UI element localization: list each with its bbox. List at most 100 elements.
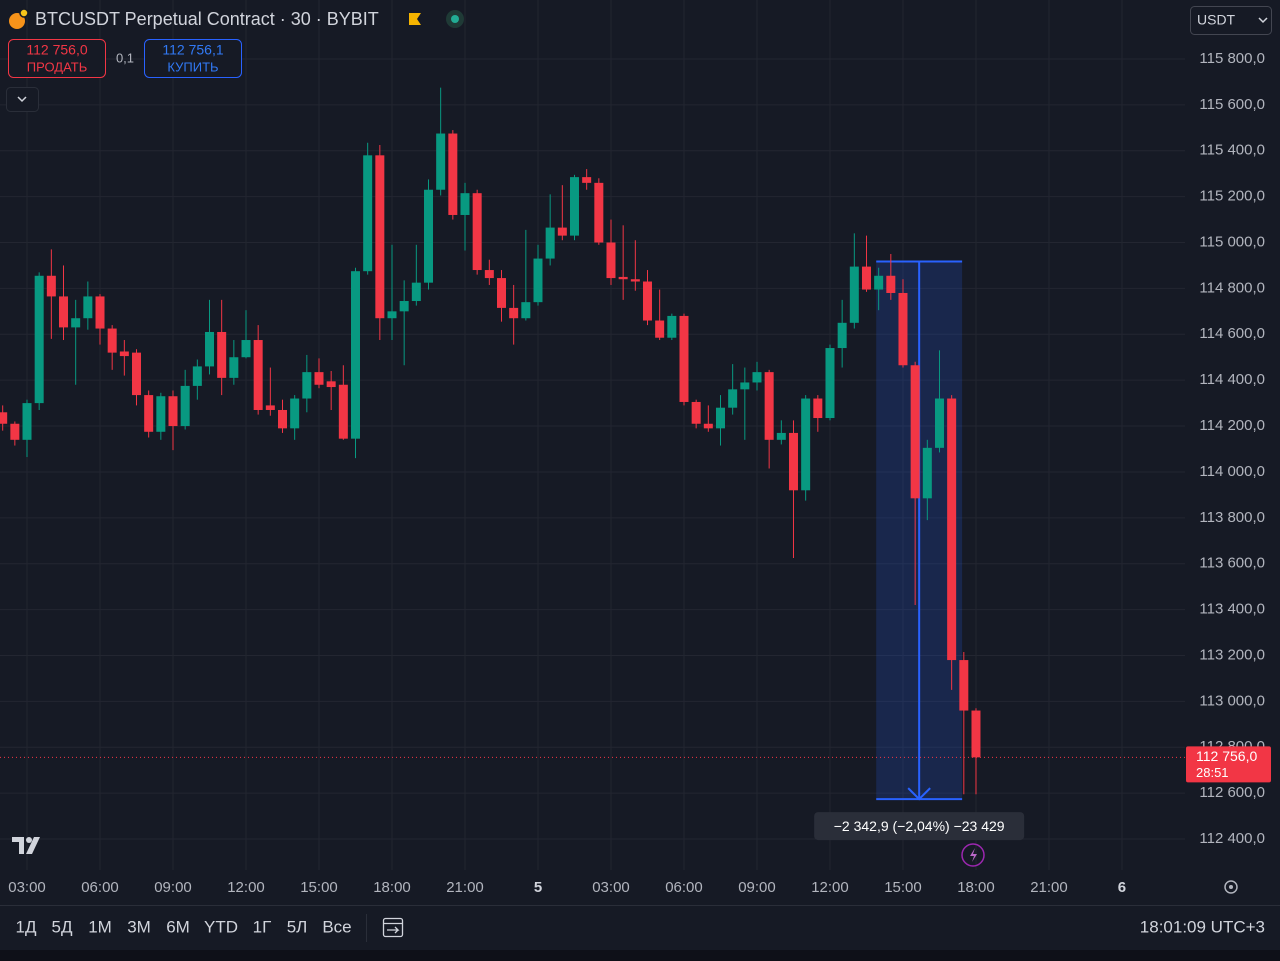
y-tick-label: 113 200,0 <box>1199 646 1265 663</box>
candle-body <box>837 322 847 349</box>
candle-body <box>801 398 811 491</box>
candle-body <box>229 357 239 378</box>
candle-body <box>496 278 506 308</box>
candle-body <box>448 133 458 215</box>
range-button[interactable]: Все <box>322 917 351 936</box>
candle-body <box>265 405 275 410</box>
sell-label: ПРОДАТЬ <box>27 59 88 74</box>
x-tick-label: 09:00 <box>154 879 192 896</box>
flag-icon <box>409 13 421 25</box>
x-tick-label: 06:00 <box>665 879 703 896</box>
x-tick-label: 12:00 <box>227 879 265 896</box>
buy-label: КУПИТЬ <box>167 59 218 74</box>
sell-price: 112 756,0 <box>26 42 87 58</box>
x-tick-label: 03:00 <box>592 879 630 896</box>
candle-body <box>314 372 324 385</box>
candle-body <box>180 385 190 427</box>
candle-body <box>411 282 421 302</box>
range-button[interactable]: 1Д <box>16 917 37 936</box>
y-tick-label: 115 600,0 <box>1199 96 1265 113</box>
measure-label-box <box>814 812 1025 841</box>
measure-arrowhead <box>907 787 931 801</box>
last-price-label: 112 756,0 <box>1196 748 1257 764</box>
quantity: 0,1 <box>116 50 134 65</box>
candle-body <box>10 423 20 440</box>
candle-body <box>119 351 129 357</box>
y-tick-label: 114 800,0 <box>1199 279 1265 296</box>
status-dot <box>451 15 459 23</box>
candle-body <box>740 382 750 390</box>
x-tick-label: 15:00 <box>300 879 338 896</box>
candle-body <box>642 281 652 321</box>
candle-body <box>715 407 725 429</box>
candle-body <box>776 432 786 440</box>
candle-body <box>959 660 969 711</box>
candle-body <box>533 258 543 303</box>
candle-body <box>363 155 373 272</box>
y-tick-label: 113 800,0 <box>1199 509 1265 526</box>
candle-body <box>679 315 689 402</box>
coin-icon <box>9 13 25 29</box>
candle-body <box>326 381 336 388</box>
candle-body <box>594 182 604 243</box>
candle-body <box>107 328 117 353</box>
x-tick-label: 21:00 <box>1030 879 1068 896</box>
logo <box>12 837 40 854</box>
candle-body <box>922 447 932 499</box>
candle-body <box>813 398 823 419</box>
candle-body <box>703 423 713 429</box>
y-tick-label: 113 000,0 <box>1199 692 1265 709</box>
candle-body <box>156 396 166 432</box>
candle-body <box>825 348 835 419</box>
plot <box>0 87 1185 801</box>
candle-body <box>46 275 56 297</box>
candle-body <box>971 710 981 758</box>
y-tick-label: 113 400,0 <box>1199 601 1265 618</box>
candle-body <box>569 177 579 236</box>
range-button[interactable]: 1М <box>88 917 112 936</box>
range-button[interactable]: 5Д <box>52 917 73 936</box>
candle-body <box>338 384 348 439</box>
candle-body <box>521 302 531 319</box>
x-tick-label: 06:00 <box>81 879 119 896</box>
y-tick-label: 113 600,0 <box>1199 555 1265 572</box>
sell-button[interactable] <box>8 39 106 78</box>
coin-badge <box>19 8 29 18</box>
candle-body <box>509 307 519 319</box>
candle-body <box>59 296 69 328</box>
chart-title: BTCUSDT Perpetual Contract · 30 · BYBIT <box>35 9 379 29</box>
candle-body <box>95 296 105 329</box>
y-tick-label: 114 200,0 <box>1199 417 1265 434</box>
candle-body <box>375 155 385 319</box>
candle-body <box>728 389 738 408</box>
candle-body <box>399 301 409 312</box>
currency-select[interactable] <box>1190 6 1272 35</box>
settings-icon[interactable] <box>1224 880 1238 894</box>
range-button[interactable]: 5Л <box>287 917 308 936</box>
candle-body <box>764 372 774 440</box>
candle-body <box>667 315 677 338</box>
buy-button[interactable] <box>144 39 242 78</box>
y-tick-label: 112 600,0 <box>1199 784 1265 801</box>
candle-body <box>302 372 312 399</box>
x-tick-label: 5 <box>534 879 542 896</box>
x-tick-label: 18:00 <box>957 879 995 896</box>
chevron <box>1258 17 1268 24</box>
bottom-strip <box>0 950 1280 961</box>
last-price-tag <box>1186 746 1271 783</box>
candle-body <box>387 311 397 319</box>
event-icon[interactable] <box>961 843 985 867</box>
range-button[interactable]: 6М <box>166 917 190 936</box>
candle-body <box>290 398 300 429</box>
range-button[interactable]: YTD <box>204 917 238 936</box>
candle-body <box>168 396 178 427</box>
calendar-icon[interactable] <box>382 917 404 938</box>
range-button[interactable]: 1Г <box>253 917 272 936</box>
y-tick-label: 114 600,0 <box>1199 325 1265 342</box>
x-tick-label: 09:00 <box>738 879 776 896</box>
y-tick-label: 115 000,0 <box>1199 233 1265 250</box>
chevron <box>17 96 27 103</box>
range-button[interactable]: 3М <box>127 917 151 936</box>
